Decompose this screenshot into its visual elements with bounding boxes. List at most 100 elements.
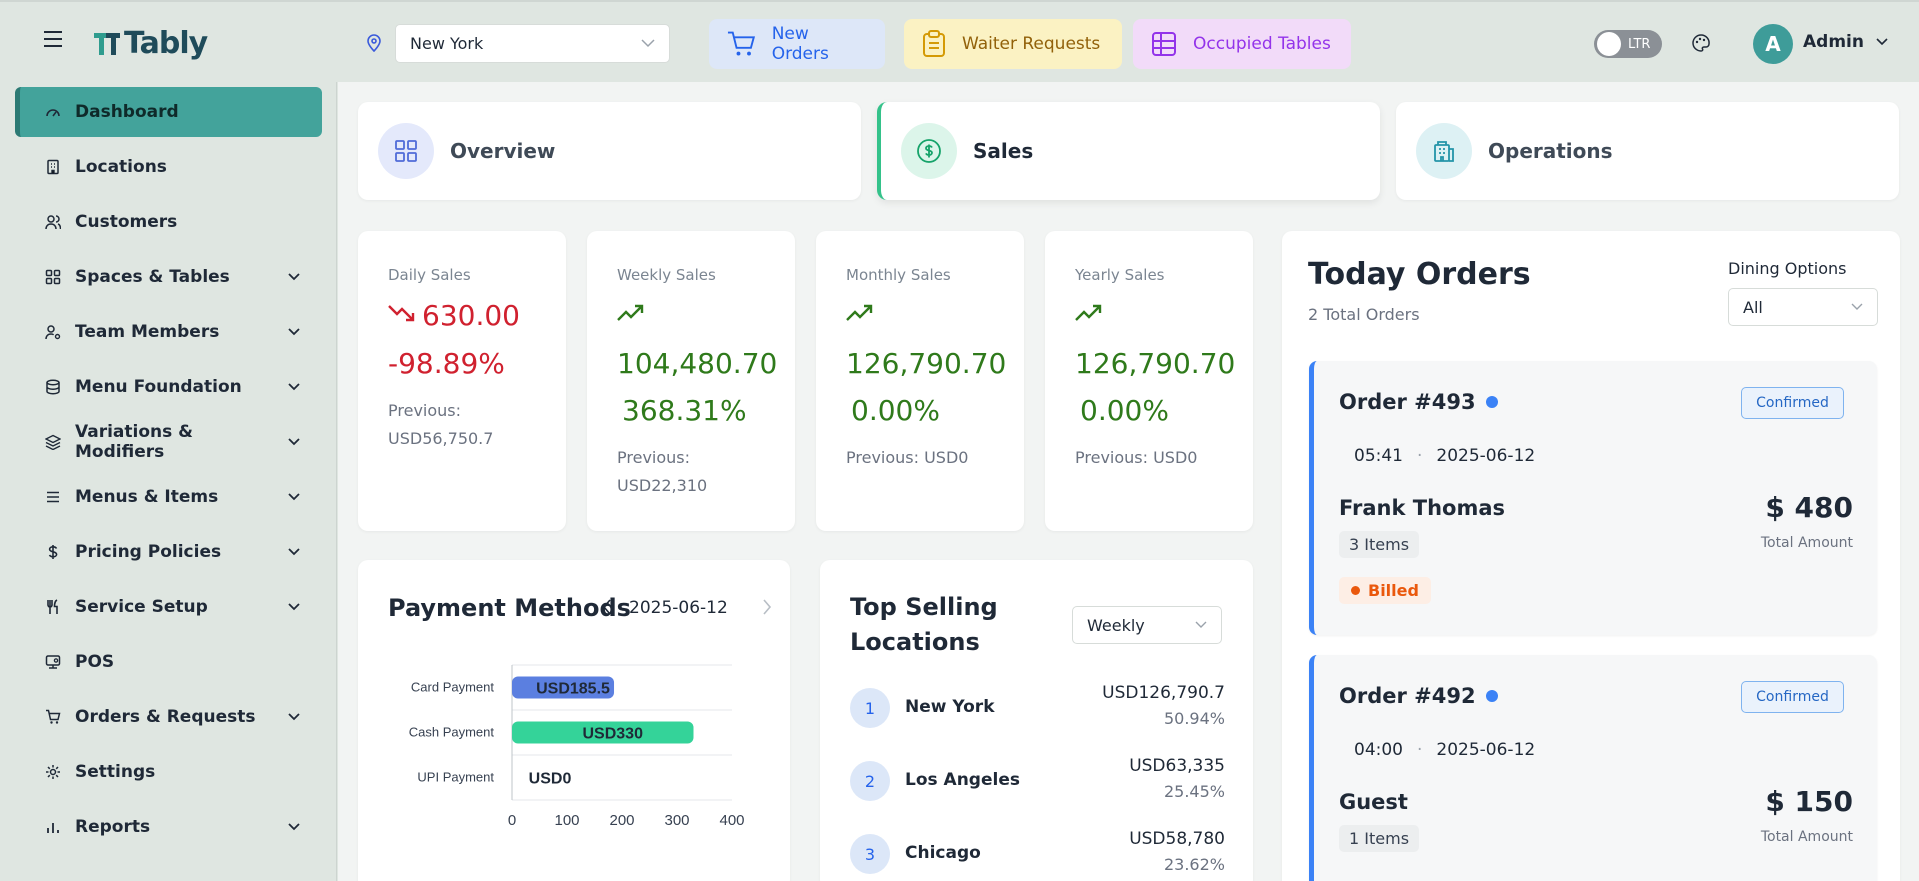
location-percent: 25.45%: [1163, 782, 1225, 801]
sidebar-item-pricing-policies[interactable]: Pricing Policies: [15, 527, 322, 577]
payment-methods-title: Payment Methods: [388, 594, 631, 622]
sales-card-change: -98.89%: [388, 347, 505, 380]
sidebar-item-menus-items[interactable]: Menus & Items: [15, 472, 322, 522]
tab-operations[interactable]: Operations: [1396, 102, 1899, 200]
sales-card-previous: Previous: USD56,750.7: [388, 401, 494, 448]
rank-badge: 1: [850, 688, 890, 728]
payment-status-badge: Billed: [1339, 577, 1431, 604]
order-title: Order #493: [1339, 390, 1476, 414]
separator-dot: ·: [1417, 740, 1423, 760]
occupied-tables-button[interactable]: Occupied Tables: [1133, 19, 1351, 69]
overview-icon-wrap: [378, 123, 434, 179]
sales-card: Weekly Sales 104,480.70 368.31% Previous: U…: [587, 231, 795, 531]
sidebar-item-team-members[interactable]: Team Members: [15, 307, 322, 357]
sales-card-value: 126,790.70: [1075, 347, 1236, 380]
order-amount: $ 150: [1765, 785, 1853, 818]
sales-icon-wrap: [901, 123, 957, 179]
sidebar-item-reports[interactable]: Reports: [15, 802, 322, 852]
order-title: Order #492: [1339, 684, 1476, 708]
x-tick-label: 100: [554, 812, 579, 829]
today-orders-count: 2 Total Orders: [1308, 305, 1420, 324]
brand-name: Tably: [124, 26, 208, 61]
order-time: 05:41: [1354, 446, 1403, 466]
list-icon: [47, 491, 59, 503]
sales-card-value: 104,480.70: [617, 347, 778, 380]
sidebar-item-spaces-tables[interactable]: Spaces & Tables: [15, 252, 322, 302]
sidebar-item-label: Team Members: [75, 322, 220, 342]
chevron-down-icon: [288, 713, 300, 721]
new-orders-label: New Orders: [771, 24, 829, 64]
sidebar-item-dashboard[interactable]: Dashboard: [15, 87, 322, 137]
sidebar-item-pos[interactable]: POS: [15, 637, 322, 687]
sidebar-item-orders-requests[interactable]: Orders & Requests: [15, 692, 322, 742]
customer-name: Frank Thomas: [1339, 496, 1506, 520]
sidebar-item-label: POS: [75, 652, 115, 672]
dining-options-select[interactable]: All: [1728, 288, 1878, 326]
sidebar-item-label: Locations: [75, 157, 167, 177]
sales-card-change: 0.00%: [851, 394, 940, 427]
sales-card: Yearly Sales 126,790.70 0.00% Previous: USD…: [1045, 231, 1253, 531]
waiter-requests-button[interactable]: Waiter Requests: [904, 19, 1122, 69]
cart-icon: [46, 709, 61, 724]
bar: [512, 676, 615, 699]
order-card[interactable]: Order #493 Confirmed 05:41 · 2025-06-12 Frank…: [1309, 361, 1877, 635]
sidebar-item-label: Menus & Items: [75, 487, 219, 507]
location-name: Chicago: [905, 843, 981, 863]
sidebar-item-locations[interactable]: Locations: [15, 142, 322, 192]
sidebar-item-customers[interactable]: Customers: [15, 197, 322, 247]
sidebar-item-label: Pricing Policies: [75, 542, 222, 562]
sidebar-item-label: Spaces & Tables: [75, 267, 230, 287]
sales-card: Daily Sales 630.00 -98.89% Previous: USD56,…: [358, 231, 566, 531]
sidebar-item-service-setup[interactable]: Service Setup: [15, 582, 322, 632]
tab-overview-label: Overview: [450, 139, 556, 163]
sidebar-item-label: Menu Foundation: [75, 377, 242, 397]
menu-icon[interactable]: [44, 30, 66, 48]
x-tick-label: 200: [609, 812, 634, 829]
chevron-left-icon[interactable]: [601, 598, 613, 616]
sales-card-previous: Previous: USD22,310: [617, 448, 708, 495]
order-datetime: 04:00 · 2025-06-12: [1354, 740, 1535, 760]
location-row: 3 Chicago USD58,780 23.62%: [850, 829, 1225, 881]
period-select-value: Weekly: [1087, 615, 1145, 635]
period-select[interactable]: Weekly: [1072, 606, 1222, 644]
location-select[interactable]: New York: [395, 24, 670, 63]
chevron-down-icon: [1851, 303, 1863, 310]
toggle-knob: [1597, 32, 1621, 56]
order-time: 04:00: [1354, 740, 1403, 760]
sidebar-item-settings[interactable]: Settings: [15, 747, 322, 797]
sales-card-value: 630.00: [422, 299, 520, 332]
chevron-right-icon[interactable]: [761, 598, 773, 616]
palette-icon[interactable]: [1692, 34, 1710, 52]
top-bar: Tably New York New Orders Waiter Request…: [0, 0, 1919, 82]
sidebar-item-label: Settings: [75, 762, 156, 782]
user-menu[interactable]: Admin: [1803, 32, 1888, 52]
payment-status-label: Billed: [1368, 581, 1419, 600]
chevron-down-icon: [641, 39, 655, 48]
table-grid-icon: [1152, 32, 1176, 56]
gauge-icon: [46, 109, 60, 117]
direction-toggle[interactable]: LTR: [1594, 30, 1662, 58]
order-datetime: 05:41 · 2025-06-12: [1354, 446, 1535, 466]
x-tick-label: 0: [508, 812, 516, 829]
grid-icon: [45, 269, 61, 285]
logo[interactable]: Tably: [92, 26, 208, 61]
sidebar-item-label: Reports: [75, 817, 151, 837]
sales-card-previous: Previous: USD0: [846, 448, 969, 467]
bar-chart-icon: [47, 823, 59, 833]
tab-sales[interactable]: Sales: [877, 102, 1380, 200]
data-label: USD330: [583, 726, 644, 743]
order-card[interactable]: Order #492 Confirmed 04:00 · 2025-06-12 Guest…: [1309, 655, 1877, 881]
chevron-down-icon: [288, 273, 300, 281]
location-name: New York: [905, 697, 995, 717]
status-badge: Confirmed: [1741, 681, 1844, 713]
location-select-value: New York: [410, 34, 484, 53]
avatar[interactable]: A: [1753, 24, 1793, 64]
tab-overview[interactable]: Overview: [358, 102, 861, 200]
sidebar-item-variations-modifiers[interactable]: Variations & Modifiers: [15, 417, 322, 467]
sidebar-item-menu-foundation[interactable]: Menu Foundation: [15, 362, 322, 412]
category-label: UPI Payment: [417, 770, 494, 785]
x-tick-label: 400: [719, 812, 744, 829]
new-orders-button[interactable]: New Orders: [709, 19, 885, 69]
dining-options-value: All: [1743, 297, 1763, 317]
chevron-down-icon: [288, 823, 300, 831]
